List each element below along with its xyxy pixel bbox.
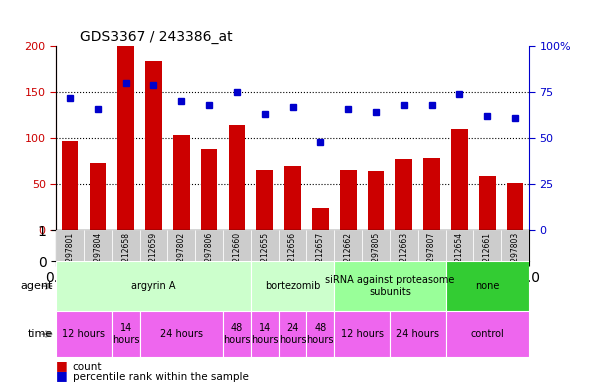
Bar — [362, 230, 390, 261]
Bar — [307, 230, 335, 261]
Text: GSM212654: GSM212654 — [455, 232, 464, 278]
Bar — [451, 129, 467, 230]
Text: 14
hours: 14 hours — [251, 323, 278, 345]
Bar — [390, 230, 418, 261]
Bar — [501, 230, 529, 261]
Text: time: time — [28, 329, 53, 339]
Bar — [251, 311, 278, 357]
Text: GSM212662: GSM212662 — [344, 232, 353, 278]
Bar — [335, 311, 390, 357]
Bar — [307, 311, 335, 357]
Bar — [173, 136, 190, 230]
Text: GSM212659: GSM212659 — [149, 232, 158, 278]
Text: 24 hours: 24 hours — [396, 329, 439, 339]
Bar — [118, 46, 134, 230]
Bar — [278, 311, 307, 357]
Bar — [446, 261, 529, 311]
Bar — [278, 230, 307, 261]
Bar — [479, 176, 496, 230]
Text: GSM212657: GSM212657 — [316, 232, 325, 278]
Bar — [423, 157, 440, 230]
Bar — [473, 230, 501, 261]
Bar — [112, 311, 139, 357]
Text: GSM297806: GSM297806 — [204, 232, 213, 278]
Text: 12 hours: 12 hours — [63, 329, 105, 339]
Text: GSM212663: GSM212663 — [400, 232, 408, 278]
Text: count: count — [73, 362, 102, 372]
Text: GSM297801: GSM297801 — [66, 232, 74, 278]
Text: 48
hours: 48 hours — [223, 323, 251, 345]
Bar — [56, 261, 251, 311]
Text: siRNA against proteasome
subunits: siRNA against proteasome subunits — [325, 275, 454, 297]
Bar — [284, 166, 301, 230]
Text: ■: ■ — [56, 359, 68, 372]
Bar — [446, 230, 473, 261]
Text: GSM212656: GSM212656 — [288, 232, 297, 278]
Bar — [56, 311, 112, 357]
Bar — [340, 170, 356, 230]
Text: GSM212658: GSM212658 — [121, 232, 130, 278]
Bar — [390, 311, 446, 357]
Text: none: none — [475, 281, 499, 291]
Bar — [167, 230, 195, 261]
Text: percentile rank within the sample: percentile rank within the sample — [73, 372, 249, 382]
Text: 14
hours: 14 hours — [112, 323, 139, 345]
Bar — [395, 159, 412, 230]
Text: control: control — [470, 329, 504, 339]
Bar — [195, 230, 223, 261]
Bar — [446, 311, 529, 357]
Text: GSM297802: GSM297802 — [177, 232, 186, 278]
Bar — [84, 230, 112, 261]
Text: GDS3367 / 243386_at: GDS3367 / 243386_at — [80, 30, 232, 44]
Bar — [112, 230, 139, 261]
Bar — [139, 311, 223, 357]
Bar — [56, 230, 84, 261]
Bar — [506, 184, 524, 230]
Bar — [223, 311, 251, 357]
Bar — [368, 171, 384, 230]
Text: 24
hours: 24 hours — [279, 323, 306, 345]
Text: GSM297803: GSM297803 — [511, 232, 519, 278]
Text: GSM212655: GSM212655 — [260, 232, 269, 278]
Text: 12 hours: 12 hours — [340, 329, 384, 339]
Text: agent: agent — [21, 281, 53, 291]
Bar — [223, 230, 251, 261]
Bar — [251, 230, 278, 261]
Bar — [418, 230, 446, 261]
Text: GSM297805: GSM297805 — [372, 232, 381, 278]
Bar — [256, 170, 273, 230]
Text: ■: ■ — [56, 369, 68, 382]
Text: bortezomib: bortezomib — [265, 281, 320, 291]
Bar — [89, 163, 106, 230]
Bar — [335, 261, 446, 311]
Bar — [145, 61, 162, 230]
Text: GSM297804: GSM297804 — [93, 232, 102, 278]
Bar — [201, 149, 217, 230]
Text: GSM212660: GSM212660 — [232, 232, 241, 278]
Text: argyrin A: argyrin A — [131, 281, 176, 291]
Text: GSM212661: GSM212661 — [483, 232, 492, 278]
Bar — [312, 208, 329, 230]
Text: 24 hours: 24 hours — [160, 329, 203, 339]
Bar — [61, 141, 79, 230]
Bar — [335, 230, 362, 261]
Bar — [229, 125, 245, 230]
Bar — [251, 261, 335, 311]
Text: 48
hours: 48 hours — [307, 323, 334, 345]
Text: GSM297807: GSM297807 — [427, 232, 436, 278]
Bar — [139, 230, 167, 261]
